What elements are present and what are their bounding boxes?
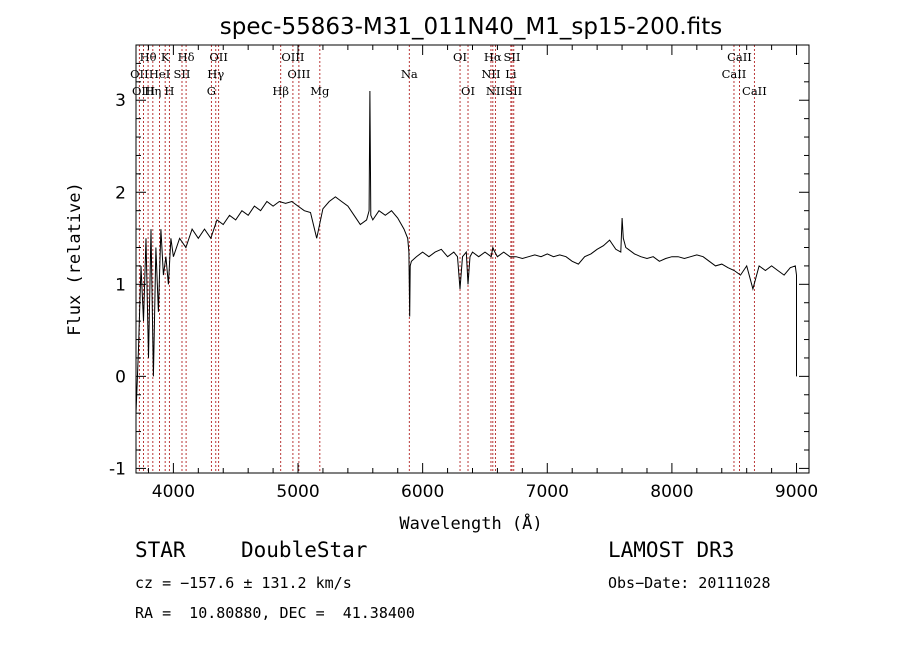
y-tick-label: 3 [115, 91, 126, 111]
y-axis-ticks: -1 0 1 2 3 [109, 62, 809, 479]
line-marker-label: OI [461, 84, 475, 98]
line-marker-label: Mg [310, 84, 330, 98]
coordinates: RA = 10.80880, DEC = 41.38400 [135, 604, 415, 622]
line-marker-label: CaII [722, 67, 747, 81]
flux-series-line [135, 90, 797, 414]
line-marker-label: H [164, 84, 174, 98]
x-axis-ticks: 4000 5000 6000 7000 8000 9000 [147, 45, 818, 502]
y-tick-label: 0 [115, 367, 126, 387]
chart-title: spec-55863-M31_011N40_M1_sp15-200.fits [220, 14, 722, 40]
line-marker-label: Na [401, 67, 418, 81]
line-marker-label: OII [130, 67, 149, 81]
line-marker-label: Hγ [207, 67, 224, 81]
object-subclass: DoubleStar [241, 538, 368, 562]
line-marker-label: OIII [287, 67, 310, 81]
x-tick-label: 8000 [650, 482, 693, 502]
line-marker-label: SII [505, 84, 522, 98]
line-marker-label: NII [486, 84, 505, 98]
redshift-velocity: cz = −157.6 ± 131.2 km/s [135, 574, 352, 592]
y-axis-label: Flux (relative) [65, 182, 85, 336]
line-marker-label: HeI [149, 67, 170, 81]
y-tick-label: 2 [115, 183, 126, 203]
line-marker-label: Hη [144, 84, 161, 98]
line-marker-label: K [161, 50, 170, 64]
y-tick-label: -1 [109, 459, 126, 479]
x-tick-label: 5000 [276, 482, 319, 502]
line-marker-label: OIII [281, 50, 304, 64]
line-marker-label: SII [174, 67, 191, 81]
line-marker-label: CaII [742, 84, 767, 98]
x-axis-label: Wavelength (Å) [399, 512, 542, 534]
observation-date: Obs−Date: 20111028 [608, 574, 771, 592]
plot-frame [135, 44, 810, 474]
line-marker-label: Hβ [272, 84, 289, 98]
line-marker-label: NII [481, 67, 500, 81]
line-marker-label: OII [209, 50, 228, 64]
line-marker-label: Hα [484, 50, 502, 64]
x-tick-label: 6000 [401, 482, 444, 502]
x-tick-label: 9000 [775, 482, 818, 502]
line-markers [138, 45, 755, 473]
x-tick-label: 4000 [152, 482, 195, 502]
line-marker-label: Hθ [140, 50, 157, 64]
line-marker-label: Li [505, 67, 517, 81]
line-marker-label: CaII [727, 50, 752, 64]
survey-name: LAMOST DR3 [608, 538, 735, 562]
line-marker-label: OIII [132, 84, 155, 98]
line-marker-label: SII [504, 50, 521, 64]
x-tick-label: 7000 [526, 482, 569, 502]
line-marker-label: OI [453, 50, 467, 64]
object-class: STAR [135, 538, 186, 562]
y-tick-label: 1 [115, 275, 126, 295]
line-marker-label: G [207, 84, 216, 98]
line-marker-label: Hδ [178, 50, 195, 64]
